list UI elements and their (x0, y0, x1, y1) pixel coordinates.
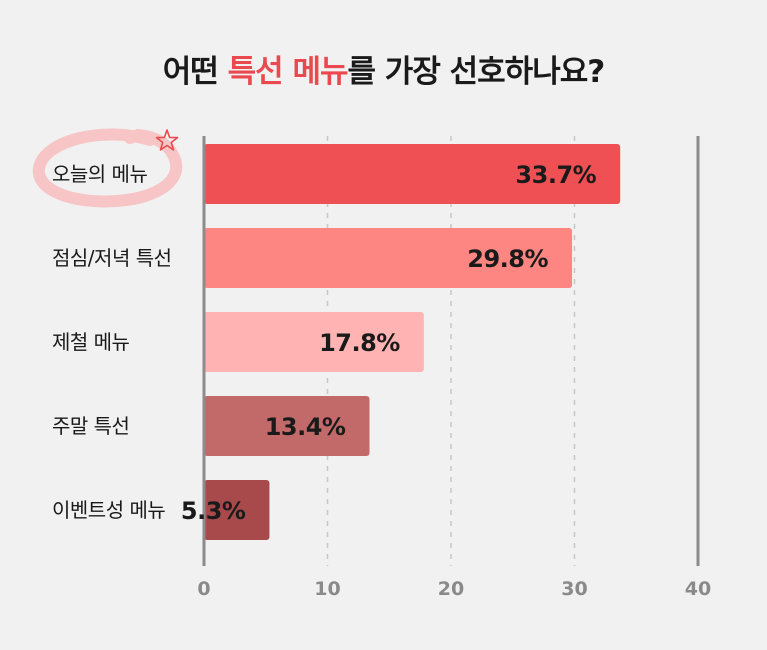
axes (202, 136, 700, 566)
annotation-star-icon (155, 129, 179, 151)
bar-4 (204, 396, 370, 456)
x-tick-label: 20 (438, 578, 464, 600)
value-label: 5.3% (181, 497, 246, 525)
bar-3 (204, 312, 424, 372)
value-label: 17.8% (319, 329, 400, 357)
highlight-annotation (32, 128, 183, 208)
bars (204, 144, 621, 540)
x-tick-label: 0 (197, 578, 210, 600)
bar-5 (204, 480, 270, 540)
title-part2: 를 가장 선호하나요? (347, 54, 605, 90)
category-label: 주말 특선 (52, 414, 129, 438)
category-label: 오늘의 메뉴 (52, 162, 147, 186)
bar-2 (204, 228, 573, 288)
category-label: 점심/저녁 특선 (52, 246, 172, 270)
value-label: 33.7% (515, 161, 596, 189)
title-highlight: 특선 메뉴 (227, 54, 349, 90)
bar-1 (204, 144, 621, 204)
x-tick-label: 30 (561, 578, 587, 600)
x-tick-label: 10 (314, 578, 340, 600)
category-label: 이벤트성 메뉴 (52, 498, 165, 522)
title-part1: 어떤 (162, 54, 228, 90)
category-label: 제철 메뉴 (52, 330, 130, 354)
value-label: 13.4% (265, 413, 346, 441)
annotation-circle-icon (32, 128, 183, 208)
x-tick-label: 40 (685, 578, 711, 600)
chart-title: 어떤 특선 메뉴를 가장 선호하나요? (0, 46, 767, 91)
labels: 오늘의 메뉴 33.7% 점심/저녁 특선 29.8% 제철 메뉴 17.8% 주말 특선 1… (52, 161, 711, 600)
value-label: 29.8% (467, 245, 548, 273)
